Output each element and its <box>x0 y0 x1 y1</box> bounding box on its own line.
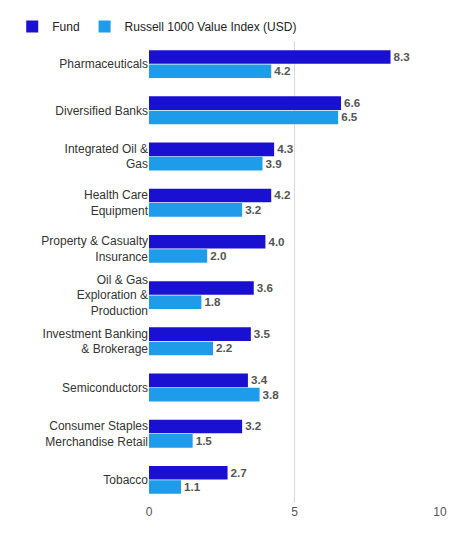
svg-text:1.5: 1.5 <box>196 434 213 447</box>
svg-text:Property & CasualtyInsurance: Property & CasualtyInsurance <box>41 234 148 264</box>
svg-text:Investment Banking& Brokerage: Investment Banking& Brokerage <box>43 327 149 357</box>
svg-text:0: 0 <box>146 505 153 519</box>
svg-text:10: 10 <box>433 505 447 519</box>
svg-text:2.7: 2.7 <box>231 466 247 479</box>
svg-text:4.2: 4.2 <box>274 188 291 201</box>
svg-text:4.2: 4.2 <box>274 64 291 77</box>
svg-text:Fund: Fund <box>52 20 79 34</box>
svg-text:3.4: 3.4 <box>251 373 268 386</box>
svg-text:8.3: 8.3 <box>394 50 411 63</box>
svg-text:3.6: 3.6 <box>257 281 274 294</box>
svg-text:Pharmaceuticals: Pharmaceuticals <box>59 57 148 71</box>
svg-text:3.8: 3.8 <box>263 388 280 401</box>
svg-text:1.8: 1.8 <box>204 295 221 308</box>
svg-text:Tobacco: Tobacco <box>103 473 148 487</box>
svg-text:Integrated Oil &Gas: Integrated Oil &Gas <box>65 142 148 172</box>
svg-text:6.6: 6.6 <box>344 96 361 109</box>
svg-text:Semiconductors: Semiconductors <box>62 381 148 395</box>
svg-text:3.2: 3.2 <box>245 419 262 432</box>
svg-text:Oil & GasExploration &Producti: Oil & GasExploration &Production <box>77 273 148 318</box>
svg-text:Diversified Banks: Diversified Banks <box>55 104 148 118</box>
svg-text:Health CareEquipment: Health CareEquipment <box>84 188 149 218</box>
svg-text:3.9: 3.9 <box>266 157 283 170</box>
svg-text:Russell 1000 Value Index (USD): Russell 1000 Value Index (USD) <box>125 20 297 34</box>
svg-text:4.3: 4.3 <box>277 142 294 155</box>
svg-text:5: 5 <box>291 505 298 519</box>
svg-text:2.2: 2.2 <box>216 341 233 354</box>
svg-text:Consumer StaplesMerchandise Re: Consumer StaplesMerchandise Retail <box>45 419 148 449</box>
svg-text:2.0: 2.0 <box>210 249 226 262</box>
svg-text:1.1: 1.1 <box>184 480 201 493</box>
svg-text:3.2: 3.2 <box>245 203 262 216</box>
svg-text:4.0: 4.0 <box>268 235 284 248</box>
svg-text:6.5: 6.5 <box>341 110 358 123</box>
svg-text:3.5: 3.5 <box>254 327 271 340</box>
